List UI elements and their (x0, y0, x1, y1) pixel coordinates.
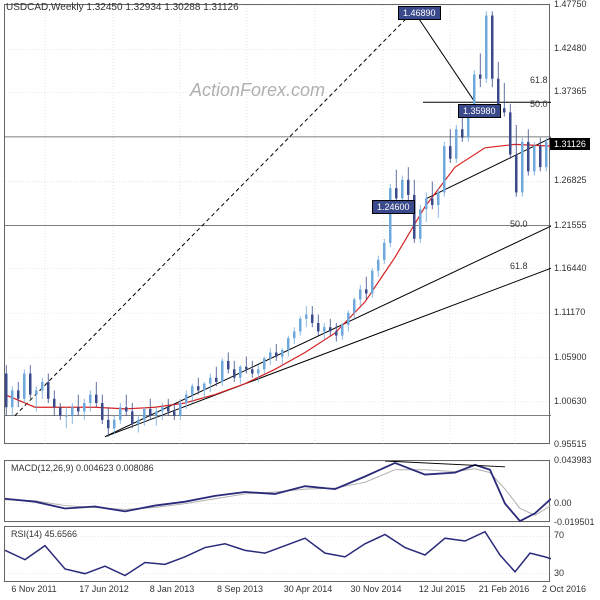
y-tick-label: 1.42480 (554, 43, 587, 53)
macd-y-label: 0.00 (554, 498, 572, 508)
fib-level-label: 61.8 (510, 261, 528, 271)
ohlc-low: 1.30288 (164, 2, 200, 13)
x-tick-label: 30 Apr 2014 (284, 584, 333, 594)
y-tick-label: 1.00630 (554, 396, 587, 406)
ohlc-close: 1.31126 (203, 2, 238, 13)
y-tick-label: 1.11170 (554, 307, 585, 317)
rsi-indicator-chart: RSI(14) 45.6566 (4, 526, 550, 582)
macd-label: MACD(12,26,9) 0.004623 0.008086 (11, 463, 154, 473)
price-annotation: 1.24600 (372, 200, 415, 214)
y-tick-label: 0.95515 (554, 439, 587, 449)
x-tick-label: 8 Jan 2013 (150, 584, 195, 594)
rsi-y-label: 70 (554, 530, 564, 540)
macd-y-label: -0.019501 (554, 517, 595, 527)
x-tick-label: 30 Nov 2014 (350, 584, 401, 594)
price-annotation: 1.46890 (398, 6, 441, 20)
macd-indicator-chart: MACD(12,26,9) 0.004623 0.008086 (4, 460, 550, 522)
macd-y-label: 0.043983 (554, 455, 592, 465)
fib-level-label: 50.0 (530, 99, 548, 109)
y-tick-label: 1.16440 (554, 263, 587, 273)
x-tick-label: 12 Jul 2015 (419, 584, 466, 594)
rsi-label: RSI(14) 45.6566 (11, 529, 77, 539)
current-price-tag: 1.31126 (550, 138, 590, 150)
ohlc-open: 1.32450 (86, 2, 122, 13)
y-tick-label: 1.21555 (554, 220, 587, 230)
x-tick-label: 6 Nov 2011 (11, 584, 56, 594)
ohlc-high: 1.32934 (125, 2, 161, 13)
fib-level-label: 61.8 (530, 75, 548, 85)
price-chart (4, 4, 550, 444)
y-tick-label: 1.05900 (554, 352, 587, 362)
x-tick-label: 17 Jun 2012 (79, 584, 129, 594)
y-tick-label: 1.47750 (554, 0, 587, 9)
rsi-y-label: 30 (554, 568, 564, 578)
y-tick-label: 1.26825 (554, 175, 587, 185)
chart-title: USDCAD,Weekly 1.32450 1.32934 1.30288 1.… (6, 2, 239, 13)
x-tick-label: 21 Feb 2016 (479, 584, 530, 594)
x-tick-label: 8 Sep 2013 (217, 584, 263, 594)
y-tick-label: 1.37365 (554, 86, 587, 96)
fib-level-label: 50.0 (510, 219, 528, 229)
symbol-label: USDCAD (6, 2, 48, 13)
timeframe-label: Weekly (51, 2, 84, 13)
price-annotation: 1.35980 (458, 104, 501, 118)
x-tick-label: 2 Oct 2016 (542, 584, 586, 594)
